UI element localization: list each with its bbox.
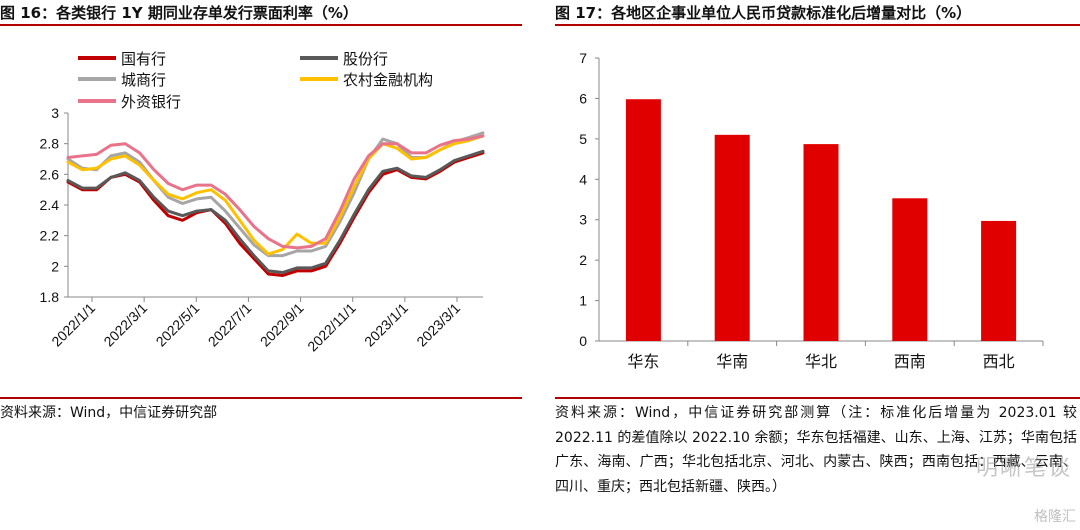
y-tick-label: 2.4 xyxy=(40,197,60,213)
y-tick-label: 7 xyxy=(579,50,587,66)
y-tick-label: 0 xyxy=(579,333,587,349)
y-tick-label: 1 xyxy=(579,293,587,309)
y-tick-label: 3 xyxy=(579,212,587,228)
series-line-农村金融机构 xyxy=(66,134,485,256)
watermark-text: 明晰笔谈 xyxy=(975,456,1072,481)
y-tick-label: 3 xyxy=(51,105,59,121)
series-line-股份行 xyxy=(66,149,485,274)
left-top-rule xyxy=(0,24,522,26)
y-tick-label: 5 xyxy=(579,131,587,147)
x-tick-label: 2022/7/1 xyxy=(205,300,255,350)
legend-label: 国有行 xyxy=(121,51,166,68)
series-line-城商行 xyxy=(66,131,485,258)
series-line-国有行 xyxy=(66,151,485,277)
y-tick-label: 1.8 xyxy=(40,289,60,305)
x-tick-label: 2023/1/1 xyxy=(361,300,411,350)
line-chart: 1.8 2 2.2 2.4 2.6 2.8 3 2022/1/1 2022/3/1 2022/5/… xyxy=(40,51,485,355)
x-category-label: 华东 xyxy=(627,353,659,371)
series-line-外资银行 xyxy=(66,134,485,250)
bar-华东 xyxy=(625,99,661,341)
x-tick-label: 2022/1/1 xyxy=(48,300,98,350)
right-figure-title: 图 17：各地区企事业单位人民币贷款标准化后增量对比（%） xyxy=(555,4,972,22)
bar-西南 xyxy=(892,198,928,341)
legend-label: 农村金融机构 xyxy=(343,72,433,89)
bar-西北 xyxy=(981,220,1017,341)
y-tick-label: 2.2 xyxy=(40,228,60,244)
left-bottom-rule xyxy=(0,397,522,399)
right-bottom-rule xyxy=(555,397,1080,399)
left-figure-title: 图 16：各类银行 1Y 期同业存单发行票面利率（%） xyxy=(0,4,358,22)
y-tick-label: 2 xyxy=(579,252,587,268)
left-source-note: 资料来源：Wind，中信证券研究部 xyxy=(0,405,218,421)
y-tick-label: 2 xyxy=(51,258,59,274)
y-tick-label: 2.8 xyxy=(40,136,60,152)
bar-chart: 0 1 2 3 4 5 6 7 华东 华南 华北 西南 西北 xyxy=(579,50,1044,371)
x-tick-label: 2022/11/1 xyxy=(304,300,359,355)
y-tick-label: 4 xyxy=(579,171,587,187)
y-tick-label: 2.6 xyxy=(40,166,60,182)
x-tick-label: 2022/9/1 xyxy=(257,300,307,350)
legend-label: 股份行 xyxy=(343,51,388,68)
x-tick-label: 2022/5/1 xyxy=(153,300,203,350)
x-category-label: 华北 xyxy=(805,353,837,371)
watermark-logo-text: 格隆汇 xyxy=(1034,509,1076,525)
x-tick-label: 2022/3/1 xyxy=(100,300,150,350)
bar-华南 xyxy=(714,134,750,341)
legend-label: 外资银行 xyxy=(121,94,181,111)
x-tick-label: 2023/3/1 xyxy=(413,300,463,350)
bar-华北 xyxy=(803,144,839,341)
y-tick-label: 6 xyxy=(579,90,587,106)
legend-label: 城商行 xyxy=(121,72,166,89)
right-source-note: 资料来源：Wind，中信证券研究部测算（注：标准化后增量为 2023.01 较 … xyxy=(555,405,1077,495)
x-category-label: 华南 xyxy=(716,353,748,371)
x-category-label: 西北 xyxy=(983,353,1015,371)
right-top-rule xyxy=(555,24,1080,26)
x-category-label: 西南 xyxy=(894,353,926,371)
